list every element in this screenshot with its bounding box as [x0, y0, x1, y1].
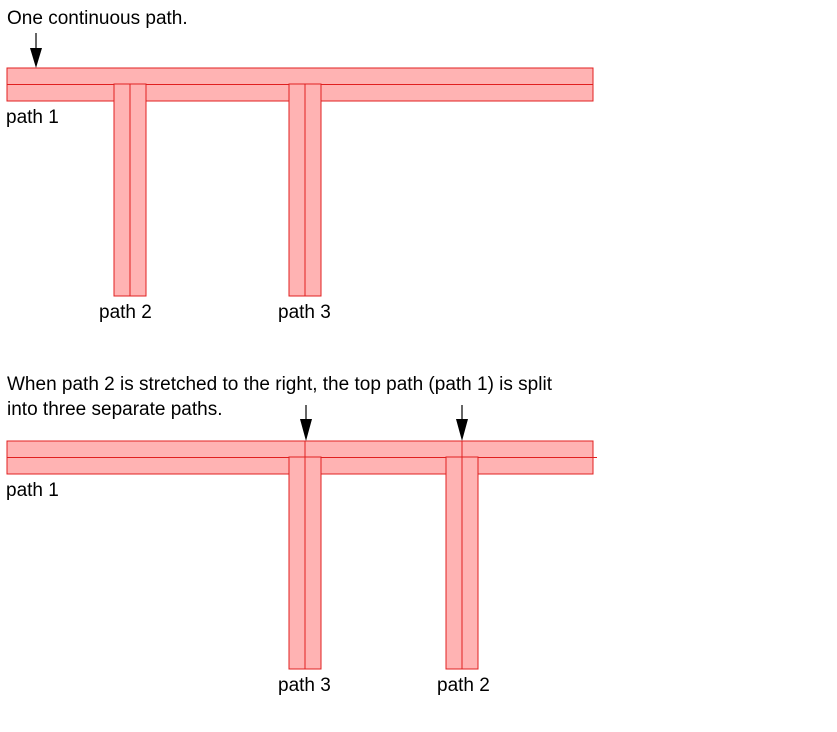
bottom-label-path-3: path 3 [278, 675, 331, 696]
bottom-arrow-1 [300, 405, 312, 441]
top-label-path-1: path 1 [6, 107, 59, 128]
bottom-arrow-2 [456, 405, 468, 441]
bottom-diagram [6, 405, 597, 670]
top-diagram [6, 33, 594, 297]
bottom-caption: When path 2 is stretched to the right, t… [7, 372, 607, 422]
bottom-label-path-2: path 2 [437, 675, 490, 696]
bottom-label-path-1: path 1 [6, 480, 59, 501]
top-label-path-2: path 2 [99, 302, 152, 323]
bottom-caption-line-2: into three separate paths. [7, 399, 223, 420]
top-caption: One continuous path. [7, 8, 188, 29]
bottom-caption-line-1: When path 2 is stretched to the right, t… [7, 374, 552, 395]
top-label-path-3: path 3 [278, 302, 331, 323]
top-arrow [30, 33, 42, 68]
